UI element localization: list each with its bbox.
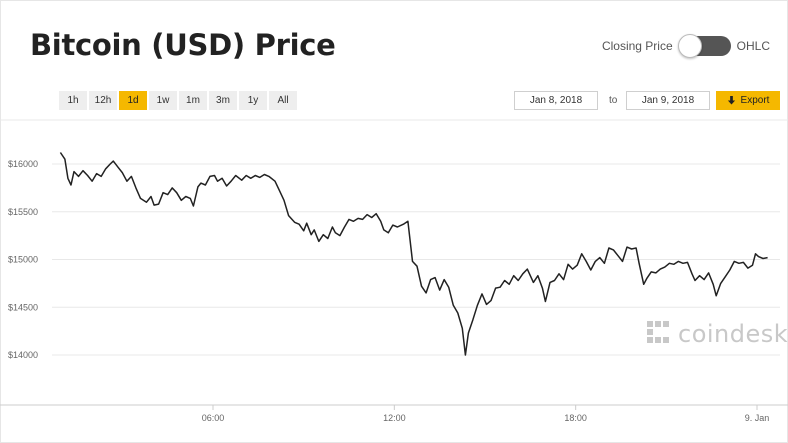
- y-tick-label: $15000: [8, 255, 38, 265]
- brand-name: coindesk: [678, 320, 788, 348]
- chart-mode-toggle-group: Closing Price OHLC: [601, 34, 770, 58]
- date-to-input[interactable]: Jan 9, 2018: [626, 91, 710, 110]
- range-button-1d[interactable]: 1d: [119, 91, 147, 110]
- range-button-1y[interactable]: 1y: [239, 91, 267, 110]
- range-button-1h[interactable]: 1h: [59, 91, 87, 110]
- grid-layer: [0, 119, 788, 356]
- export-label: Export: [740, 95, 770, 106]
- time-range-selector: 1h 12h 1d 1w 1m 3m 1y All: [59, 91, 297, 110]
- export-button[interactable]: Export: [716, 91, 780, 110]
- range-button-all[interactable]: All: [269, 91, 297, 110]
- price-line[interactable]: [59, 152, 768, 356]
- x-axis: 06:00 12:00 18:00 9. Jan: [0, 404, 788, 423]
- y-tick-label: $15500: [8, 207, 38, 217]
- chart-mode-toggle[interactable]: [677, 34, 731, 58]
- range-button-3m[interactable]: 3m: [209, 91, 237, 110]
- x-tick-label: 12:00: [383, 413, 406, 423]
- date-to-separator: to: [609, 95, 618, 106]
- toggle-knob: [677, 34, 702, 58]
- range-button-1w[interactable]: 1w: [149, 91, 177, 110]
- range-button-1m[interactable]: 1m: [179, 91, 207, 110]
- x-tick-label: 9. Jan: [745, 413, 770, 423]
- download-arrow-icon: [727, 96, 735, 105]
- y-tick-label: $14000: [8, 350, 38, 360]
- ohlc-label: OHLC: [736, 39, 770, 53]
- y-tick-label: $14500: [8, 302, 38, 312]
- range-button-12h[interactable]: 12h: [89, 91, 117, 110]
- x-tick-label: 06:00: [202, 413, 225, 423]
- y-tick-label: $16000: [8, 159, 38, 169]
- coindesk-logo: coindesk: [646, 320, 788, 348]
- page-title: Bitcoin (USD) Price: [30, 28, 336, 62]
- x-tick-label: 18:00: [564, 413, 587, 423]
- y-axis: $16000 $15500 $15000 $14500 $14000: [8, 159, 38, 360]
- closing-price-label: Closing Price: [601, 39, 673, 53]
- date-from-input[interactable]: Jan 8, 2018: [514, 91, 598, 110]
- coindesk-logo-icon: [647, 321, 669, 343]
